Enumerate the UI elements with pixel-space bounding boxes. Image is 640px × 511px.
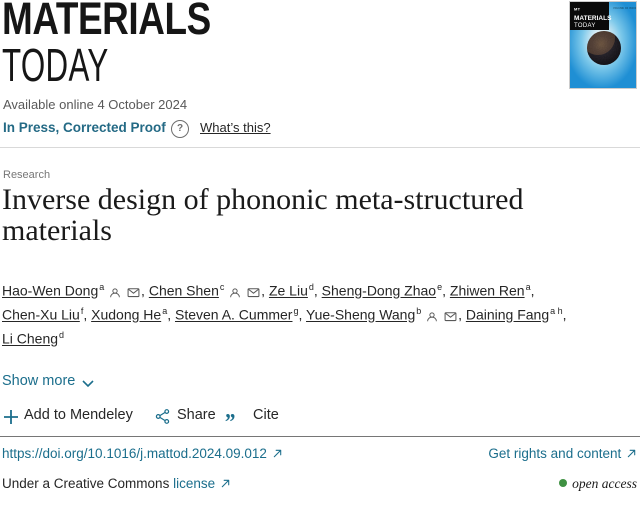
svg-text:VOLUME XX ISSUE X: VOLUME XX ISSUE X	[613, 6, 636, 10]
svg-text:MATERIALS: MATERIALS	[574, 15, 612, 22]
svg-text:MT: MT	[574, 7, 581, 12]
svg-text:TODAY: TODAY	[574, 23, 596, 29]
